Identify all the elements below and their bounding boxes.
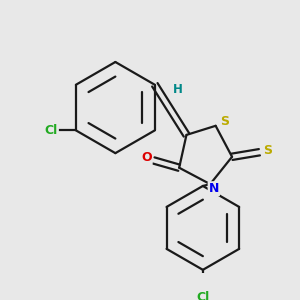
Text: Cl: Cl (196, 291, 209, 300)
Text: N: N (208, 182, 219, 195)
Text: O: O (141, 151, 152, 164)
Text: S: S (263, 144, 272, 157)
Text: Cl: Cl (45, 124, 58, 137)
Text: H: H (173, 83, 183, 96)
Text: S: S (220, 115, 229, 128)
